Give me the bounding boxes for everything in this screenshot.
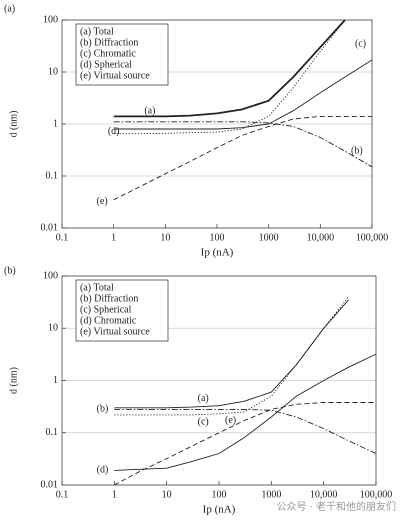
curve-label: (d) (108, 126, 120, 137)
x-tick-label: 0.1 (56, 489, 69, 500)
curve-label: (d) (97, 465, 109, 476)
legend-entry: (c) Spherical (80, 304, 132, 315)
legend-entry: (b) Diffraction (80, 37, 138, 48)
x-tick-label: 100 (212, 489, 227, 500)
curve-label: (b) (351, 145, 363, 156)
y-tick-label: 10 (48, 66, 58, 77)
legend-box (75, 23, 169, 86)
curve-label: (a) (198, 393, 209, 404)
curve-label: (b) (97, 404, 109, 415)
series-line (114, 408, 377, 454)
watermark: 公众号 · 老千和他的朋友们 (276, 500, 396, 513)
y-axis-label: d (nm) (8, 111, 19, 138)
series-line (114, 353, 377, 471)
curve-label: (e) (225, 415, 236, 426)
series-line (113, 19, 346, 118)
series-line (113, 121, 373, 168)
plot-frame (61, 275, 377, 486)
y-tick-label: 0.01 (41, 479, 59, 490)
legend-entry: (e) Virtual source (80, 70, 150, 81)
y-tick-label: 0.1 (46, 427, 59, 438)
x-tick-label: 10,000 (307, 232, 335, 243)
panel-label: (a) (4, 3, 15, 14)
y-tick-label: 100 (43, 14, 58, 25)
x-tick-label: 100 (210, 232, 225, 243)
x-tick-label: 10 (162, 489, 172, 500)
x-tick-label: 100,000 (356, 232, 389, 243)
y-tick-label: 1 (53, 118, 58, 129)
x-tick-label: 0.1 (56, 232, 69, 243)
x-tick-label: 1000 (261, 489, 281, 500)
legend-entry: (a) Total (80, 282, 114, 293)
x-tick-label: 100,000 (360, 489, 393, 500)
series-line (113, 115, 372, 201)
curve-label: (e) (97, 196, 108, 207)
legend-entry: (d) Chromatic (80, 315, 137, 326)
y-axis-label: d (nm) (8, 367, 19, 394)
legend-entry: (c) Chromatic (80, 48, 136, 59)
series-line (114, 296, 349, 416)
legend-entry: (d) Spherical (80, 59, 132, 70)
plot-frame (61, 19, 373, 229)
x-axis-label: Ip (nA) (201, 247, 234, 259)
curve-label: (c) (198, 416, 209, 427)
y-tick-label: 1 (53, 375, 58, 386)
legend-box (75, 279, 169, 342)
x-tick-label: 10 (160, 232, 170, 243)
series-line (114, 402, 376, 486)
y-tick-label: 10 (48, 323, 58, 334)
x-tick-label: 1 (111, 232, 116, 243)
x-tick-label: 1 (112, 489, 117, 500)
x-tick-label: 10,000 (310, 489, 338, 500)
panel-label: (b) (4, 265, 16, 276)
y-tick-label: 0.01 (41, 222, 59, 233)
series-line (113, 59, 373, 130)
curve-label: (c) (355, 39, 366, 50)
legend-entry: (e) Virtual source (80, 326, 150, 337)
y-tick-label: 100 (43, 270, 58, 281)
curve-label: (a) (144, 106, 155, 117)
y-tick-label: 0.1 (46, 170, 59, 181)
legend-entry: (b) Diffraction (80, 293, 138, 304)
legend-entry: (a) Total (80, 26, 114, 37)
series-line (114, 299, 349, 409)
x-tick-label: 1000 (259, 232, 279, 243)
x-axis-label: Ip (nA) (203, 504, 236, 516)
